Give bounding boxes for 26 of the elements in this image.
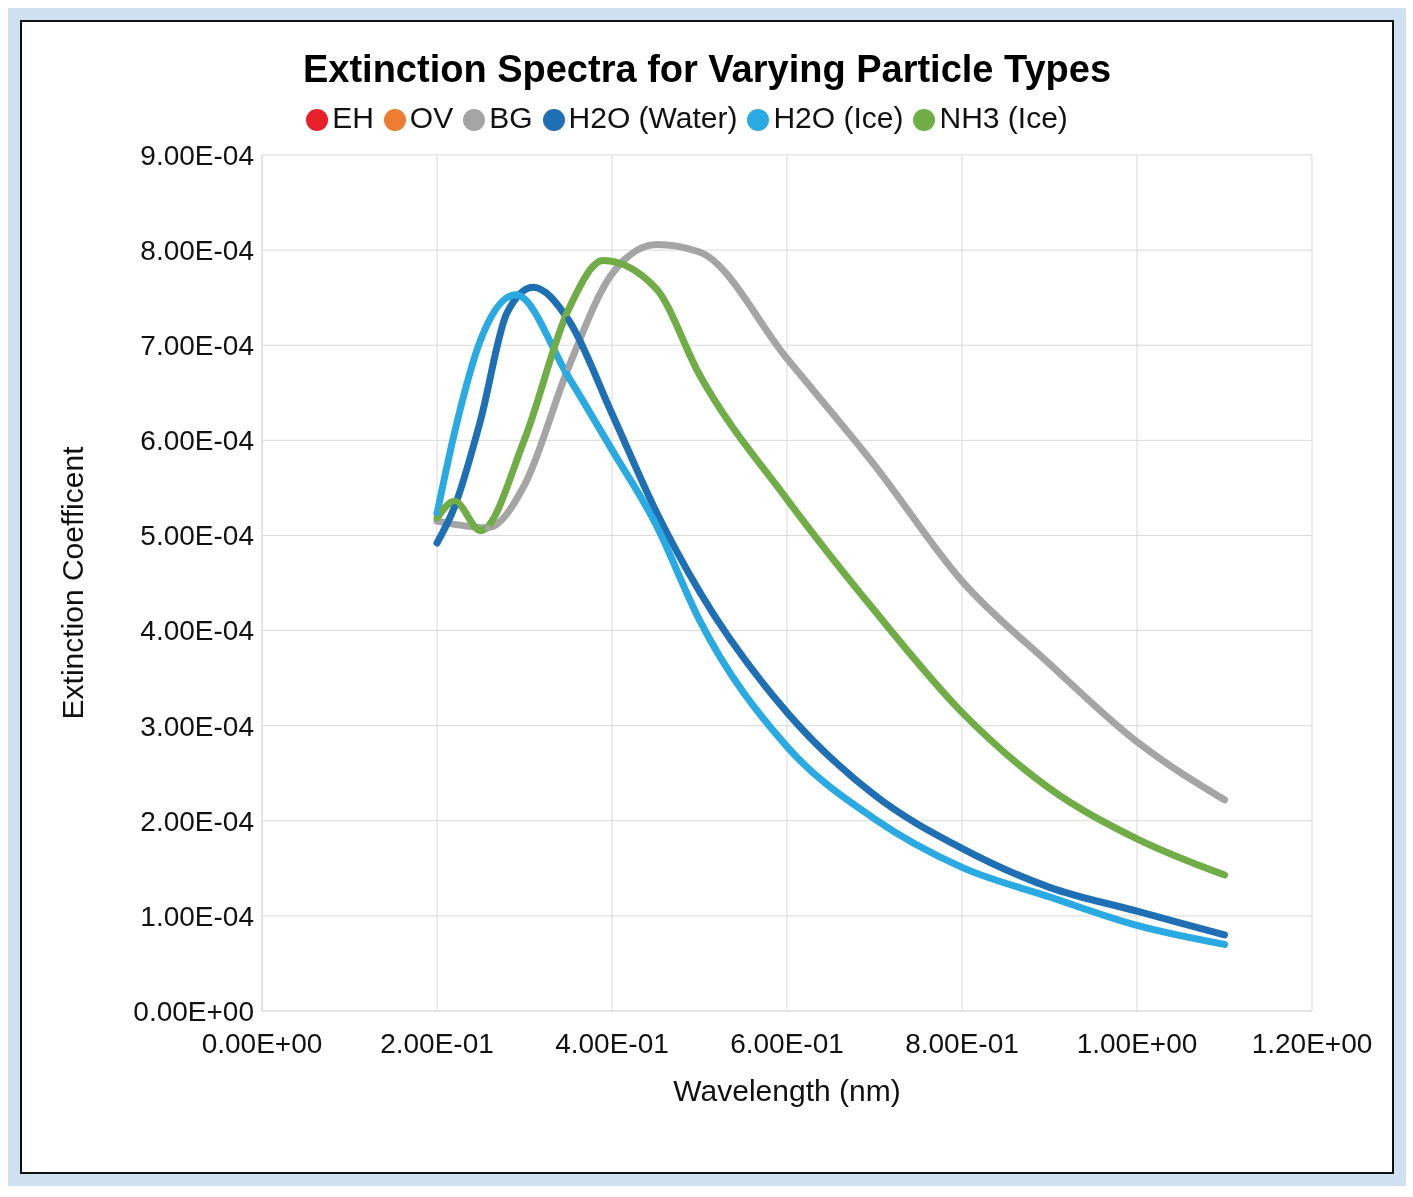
y-tick-label: 0.00E+00 (133, 995, 254, 1027)
chart-title: Extinction Spectra for Varying Particle Types (301, 47, 1113, 91)
x-tick-label: 1.20E+00 (1251, 1027, 1373, 1059)
legend-label: NH3 (Ice) (939, 101, 1068, 134)
x-tick-label: 8.00E-01 (905, 1027, 1019, 1059)
y-tick-label: 2.00E-04 (140, 805, 254, 837)
y-tick-label: 6.00E-04 (140, 425, 254, 457)
y-tick-label: 7.00E-04 (140, 330, 254, 362)
legend-label: BG (489, 101, 533, 134)
y-tick-label: 9.00E-04 (140, 139, 254, 171)
x-tick-label: 1.00E+00 (1076, 1027, 1198, 1059)
y-tick-label: 1.00E-04 (140, 900, 254, 932)
y-tick-label: 8.00E-04 (140, 235, 254, 267)
y-axis-title: Extinction Coefficent (55, 445, 89, 720)
y-tick-label: 4.00E-04 (140, 615, 254, 647)
x-tick-label: 6.00E-01 (730, 1027, 844, 1059)
legend-label: H2O (Water) (568, 101, 738, 134)
x-tick-label: 0.00E+00 (201, 1027, 323, 1059)
y-tick-label: 3.00E-04 (140, 710, 254, 742)
legend-label: OV (409, 101, 454, 134)
legend-label: H2O (Ice) (773, 101, 904, 134)
legend-label: EH (332, 101, 374, 134)
x-axis-title: Wavelength (nm) (673, 1074, 901, 1107)
y-tick-label: 5.00E-04 (140, 520, 254, 552)
x-tick-label: 2.00E-01 (380, 1027, 494, 1059)
x-tick-label: 4.00E-01 (555, 1027, 669, 1059)
